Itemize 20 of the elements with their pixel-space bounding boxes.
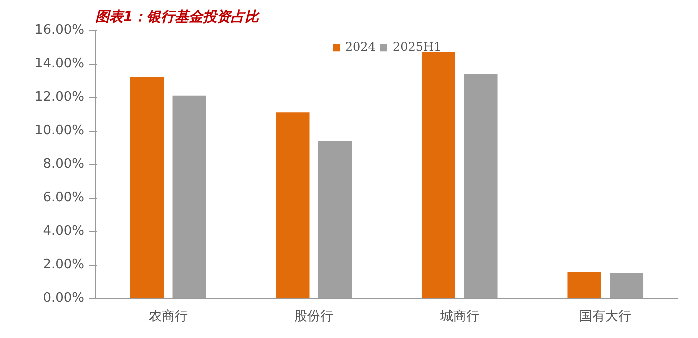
y-tick-label: 4.00% xyxy=(43,224,85,239)
bar xyxy=(276,112,310,298)
y-tick-label: 14.00% xyxy=(34,56,85,72)
bar xyxy=(568,272,602,298)
legend-label: 2024 xyxy=(345,40,376,54)
bar xyxy=(130,77,164,298)
x-tick-label: 国有大行 xyxy=(580,310,632,324)
y-tick-label: 0.00% xyxy=(43,291,85,306)
y-tick-label: 2.00% xyxy=(43,258,85,272)
x-tick-label: 城商行 xyxy=(439,310,480,324)
y-tick-label: 12.00% xyxy=(34,90,85,105)
x-tick-label: 股份行 xyxy=(294,310,334,324)
legend-label: 2025H1 xyxy=(392,40,442,54)
y-tick-label: 10.00% xyxy=(34,124,85,138)
y-tick-label: 8.00% xyxy=(43,157,85,172)
y-tick-label: 6.00% xyxy=(43,190,85,206)
x-tick-label: 农商行 xyxy=(148,310,188,324)
chart-title: 图表1：银行基金投资占比 xyxy=(96,10,262,26)
y-tick-label: 16.00% xyxy=(34,23,85,38)
bar xyxy=(422,52,456,298)
